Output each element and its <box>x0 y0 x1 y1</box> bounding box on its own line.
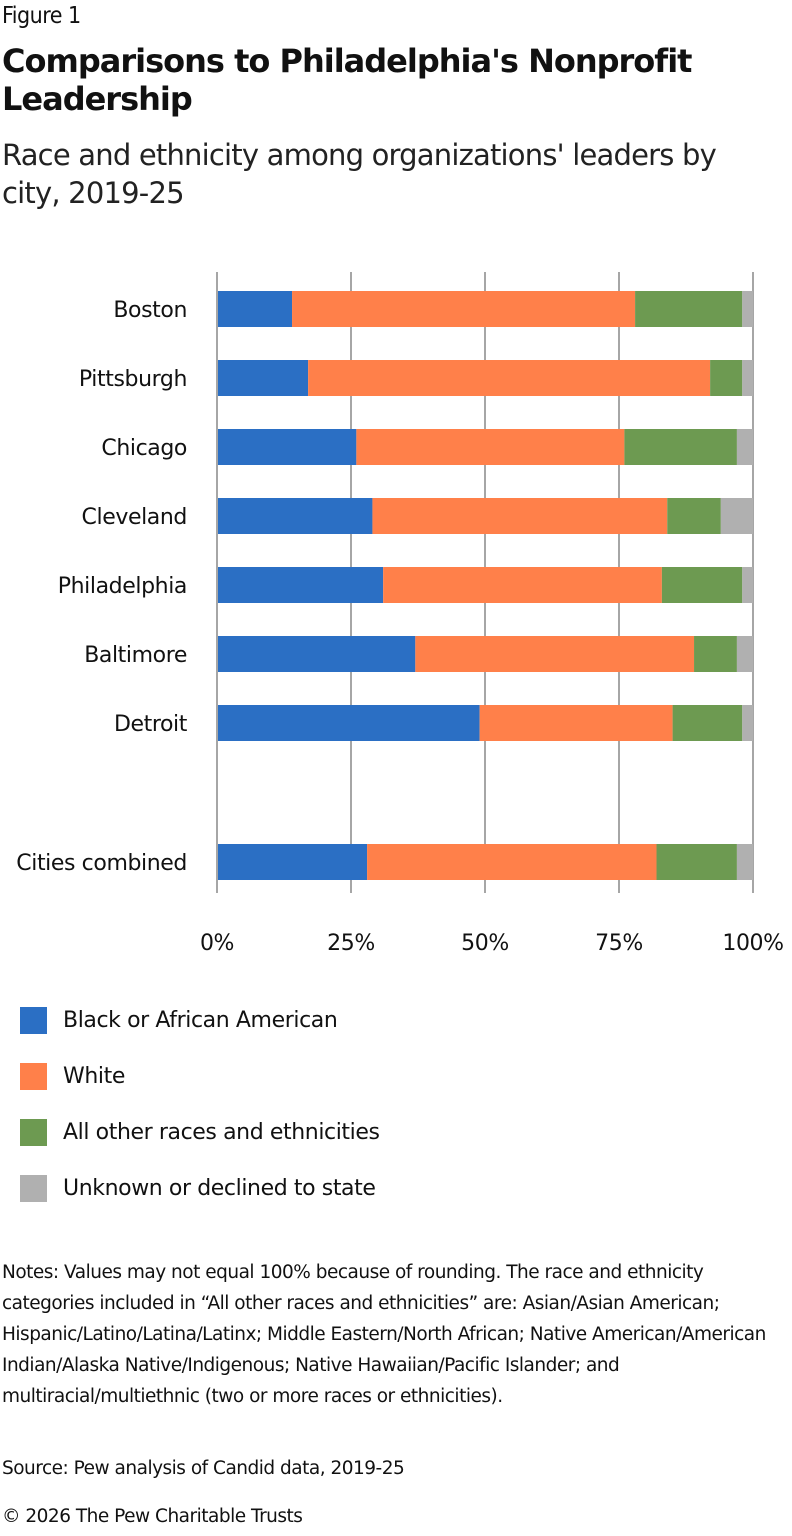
bar-segment <box>736 429 753 465</box>
category-label: Baltimore <box>84 643 187 668</box>
bar-segment <box>217 844 368 880</box>
notes: Notes: Values may not equal 100% because… <box>2 1262 766 1407</box>
bar-segment <box>742 567 753 603</box>
x-tick-label: 0% <box>200 931 234 956</box>
category-label: Chicago <box>101 436 187 461</box>
bar-segment <box>742 705 753 741</box>
bar-segment <box>742 360 753 396</box>
legend-swatch <box>20 1006 47 1034</box>
legend-item-black: Black or African American <box>20 992 380 1048</box>
bar-segment <box>672 705 743 741</box>
category-label: Detroit <box>114 712 188 737</box>
bar-segment <box>217 360 309 396</box>
legend-swatch <box>20 1062 47 1090</box>
bar-segment <box>479 705 673 741</box>
x-tick-label: 75% <box>595 931 643 956</box>
bar-segment <box>217 429 357 465</box>
category-label: Cleveland <box>82 505 187 530</box>
bar-segment <box>217 291 293 327</box>
legend: Black or African American White All othe… <box>20 992 380 1216</box>
legend-item-white: White <box>20 1048 380 1104</box>
category-labels: Boston Pittsburgh Chicago Cleveland Philadel… <box>16 298 188 876</box>
legend-label: All other races and ethnicities <box>63 1119 380 1145</box>
category-label: Philadelphia <box>58 574 187 599</box>
bar-segment <box>372 498 668 534</box>
legend-swatch <box>20 1118 47 1146</box>
x-tick-label: 50% <box>461 931 509 956</box>
bar-segment <box>720 498 753 534</box>
legend-swatch <box>20 1174 47 1202</box>
bar-segment <box>217 567 384 603</box>
chart-subtitle: Race and ethnicity among organizations' … <box>2 138 717 210</box>
bar-segment <box>635 291 743 327</box>
bar-segment <box>624 429 737 465</box>
legend-label: Unknown or declined to state <box>63 1175 376 1201</box>
bar-segment <box>694 636 737 672</box>
bar-segment <box>217 636 416 672</box>
bar-segment <box>356 429 625 465</box>
legend-label: Black or African American <box>63 1007 338 1033</box>
x-tick-label: 25% <box>327 931 375 956</box>
source-note: Source: Pew analysis of Candid data, 201… <box>2 1458 405 1479</box>
figure-label: Figure 1 <box>2 3 81 29</box>
legend-label: White <box>63 1063 125 1089</box>
bars <box>216 272 753 893</box>
bar-segment <box>367 844 657 880</box>
category-label: Pittsburgh <box>79 367 187 392</box>
stacked-bar-chart: Boston Pittsburgh Chicago Cleveland Philadel… <box>16 272 784 956</box>
bar-segment <box>736 636 753 672</box>
bar-segment <box>292 291 636 327</box>
bar-segment <box>661 567 743 603</box>
bar-segment <box>736 844 753 880</box>
bar-segment <box>308 360 711 396</box>
category-label: Cities combined <box>16 851 187 876</box>
chart-title: Comparisons to Philadelphia's Nonprofit … <box>2 42 692 118</box>
bar-segment <box>415 636 695 672</box>
bar-segment <box>656 844 737 880</box>
bar-segment <box>710 360 743 396</box>
x-tick-label: 100% <box>722 931 783 956</box>
bar-segment <box>217 705 480 741</box>
bar-segment <box>383 567 662 603</box>
bar-segment <box>667 498 721 534</box>
copyright: © 2026 The Pew Charitable Trusts <box>2 1506 303 1527</box>
x-tick-labels: 0% 25% 50% 75% 100% <box>200 931 784 956</box>
category-label: Boston <box>113 298 187 323</box>
legend-item-other: All other races and ethnicities <box>20 1104 380 1160</box>
bar-segment <box>217 498 373 534</box>
legend-item-unknown: Unknown or declined to state <box>20 1160 380 1216</box>
bar-segment <box>742 291 753 327</box>
